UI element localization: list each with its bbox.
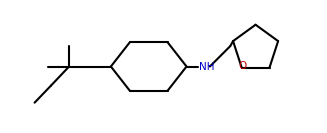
Text: O: O [238,61,247,71]
Text: NH: NH [199,61,215,72]
